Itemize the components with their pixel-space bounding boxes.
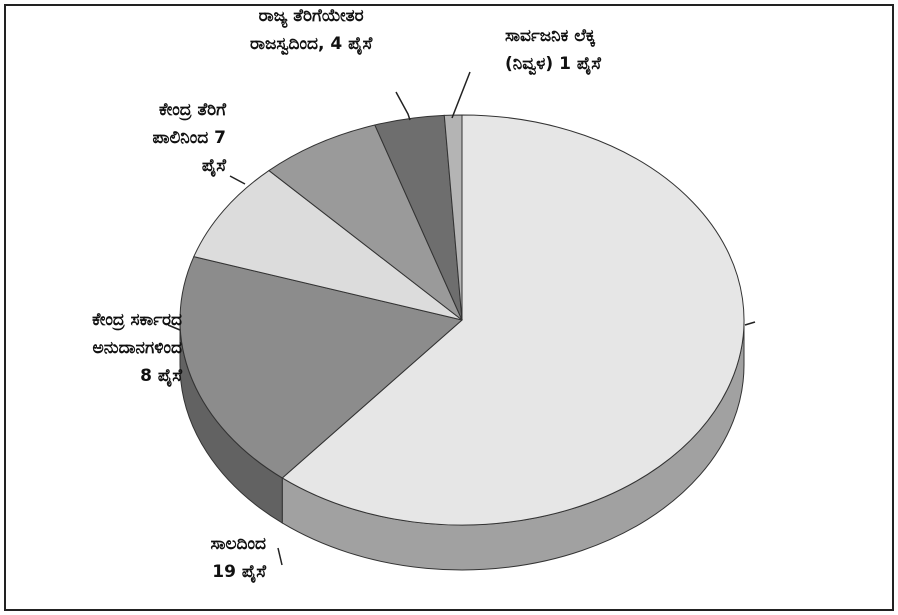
slice-label: ರಾಜ್ಯ ತೆರಿಗೆಯೇತರ ರಾಜಸ್ವದಿಂದ, 4 ಪೈಸೆ <box>250 6 373 54</box>
slice <box>268 124 463 321</box>
slice-label: ಕೇಂದ್ರ ತೆರಿಗೆ ಪಾಲಿನಿಂದ 7 ಪೈಸೆ <box>152 100 226 176</box>
slice-label: ಸಾಲದಿಂದ 19 ಪೈಸೆ <box>210 534 266 582</box>
leader-line <box>277 547 283 566</box>
frame <box>4 4 894 611</box>
leader-line <box>167 324 181 331</box>
leader-line <box>229 175 246 185</box>
leader-line <box>744 321 756 326</box>
leader-line <box>451 71 471 119</box>
slice <box>281 114 745 526</box>
slice-label: ಸಾರ್ವಜನಿಕ ಲೆಕ್ಕ (ನಿವ್ವಳ) 1 ಪೈಸೆ <box>505 26 601 74</box>
slice <box>179 256 464 479</box>
leader-lines <box>167 71 756 566</box>
leader-line <box>395 91 411 121</box>
slice <box>193 169 463 321</box>
slice-label: ಕೇಂದ್ರ ಸರ್ಕಾರದ ಅನುದಾನಗಳಿಂದ 8 ಪೈಸೆ <box>92 310 182 386</box>
